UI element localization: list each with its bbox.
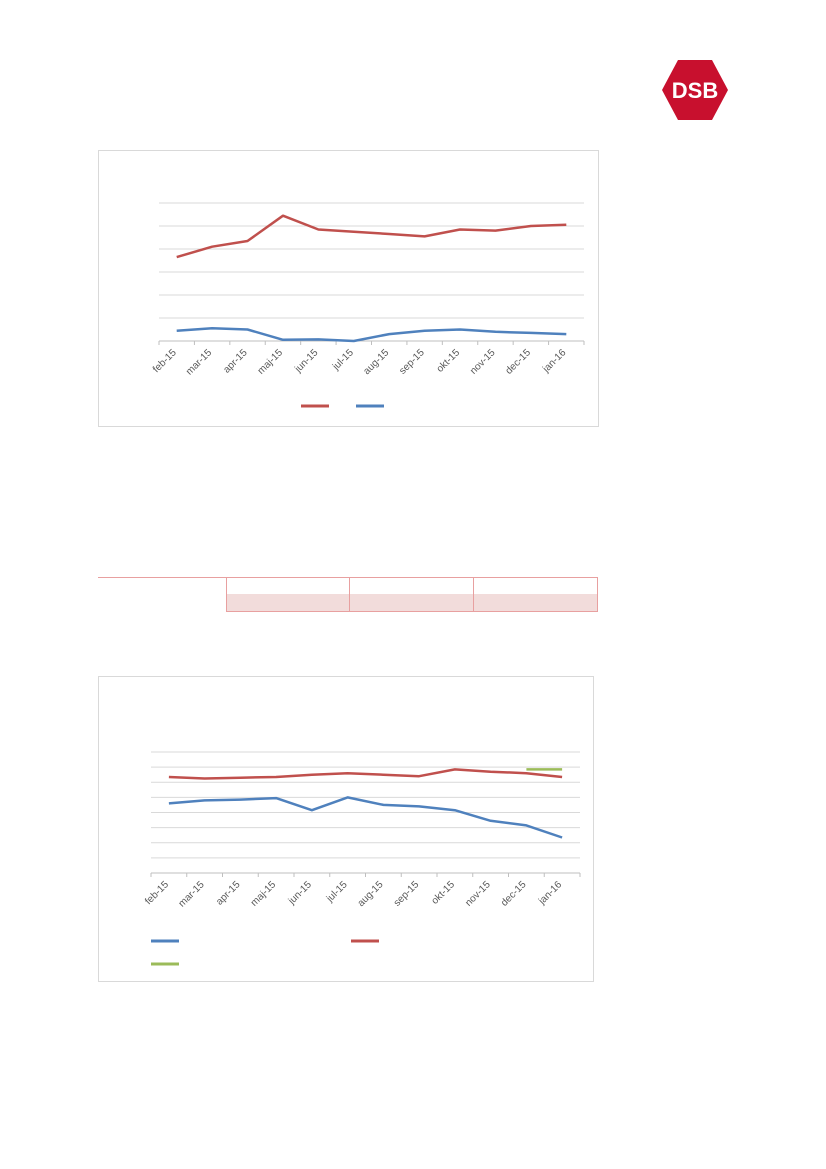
stats-table-label (98, 577, 226, 612)
x-tick-label: jan-16 (540, 347, 568, 375)
x-tick-label: feb-15 (151, 347, 179, 375)
stats-table-header (226, 577, 350, 594)
x-tick-label: nov-15 (463, 879, 493, 909)
x-tick-label: aug-15 (356, 879, 386, 909)
x-tick-label: jun-15 (286, 879, 314, 907)
x-tick-label: okt-15 (435, 347, 463, 375)
x-tick-label: dec-15 (499, 879, 529, 909)
x-tick-label: mar-15 (177, 879, 207, 909)
x-tick-label: sep-15 (392, 879, 422, 909)
x-tick-label: jul-15 (324, 879, 350, 905)
stats-table-header (350, 577, 474, 594)
x-tick-label: apr-15 (214, 879, 243, 908)
stats-table-top-border (98, 577, 598, 595)
x-tick-label: jan-16 (536, 879, 564, 907)
series-line (168, 768, 563, 780)
x-tick-label: mar-15 (184, 347, 214, 377)
chart-2: feb-15 mar-15 apr-15 maj-15 jun-15 jul-15 aug-… (98, 676, 594, 982)
x-tick-label: aug-15 (362, 347, 392, 377)
x-tick-label: feb-15 (143, 879, 171, 907)
chart-2-svg: feb-15 mar-15 apr-15 maj-15 jun-15 jul-15 aug-… (143, 751, 581, 966)
chart-1-svg: feb-15 mar-15 apr-15 maj-15 jun-15 jul-15 aug-… (151, 202, 585, 408)
dsb-logo-text: DSB (672, 78, 718, 103)
stats-table (98, 577, 598, 612)
x-tick-label: apr-15 (221, 347, 250, 376)
series-line (176, 214, 567, 259)
stats-table-header (474, 577, 598, 594)
x-tick-label: okt-15 (430, 879, 458, 907)
x-tick-label: jul-15 (330, 347, 356, 373)
x-tick-label: sep-15 (397, 347, 427, 377)
x-tick-label: maj-15 (249, 879, 279, 909)
dsb-logo-mark: DSB (662, 60, 728, 120)
stats-table-value (474, 594, 598, 612)
series-line (176, 327, 567, 343)
x-tick-label: jun-15 (292, 347, 320, 375)
dsb-logo: DSB (662, 60, 728, 120)
series-line (168, 796, 563, 839)
x-tick-label: nov-15 (468, 347, 498, 377)
stats-table-value (226, 594, 350, 612)
stats-table-value (350, 594, 474, 612)
x-tick-label: dec-15 (504, 347, 534, 377)
x-tick-label: maj-15 (256, 347, 286, 377)
chart-1: feb-15 mar-15 apr-15 maj-15 jun-15 jul-15 aug-… (98, 150, 599, 427)
